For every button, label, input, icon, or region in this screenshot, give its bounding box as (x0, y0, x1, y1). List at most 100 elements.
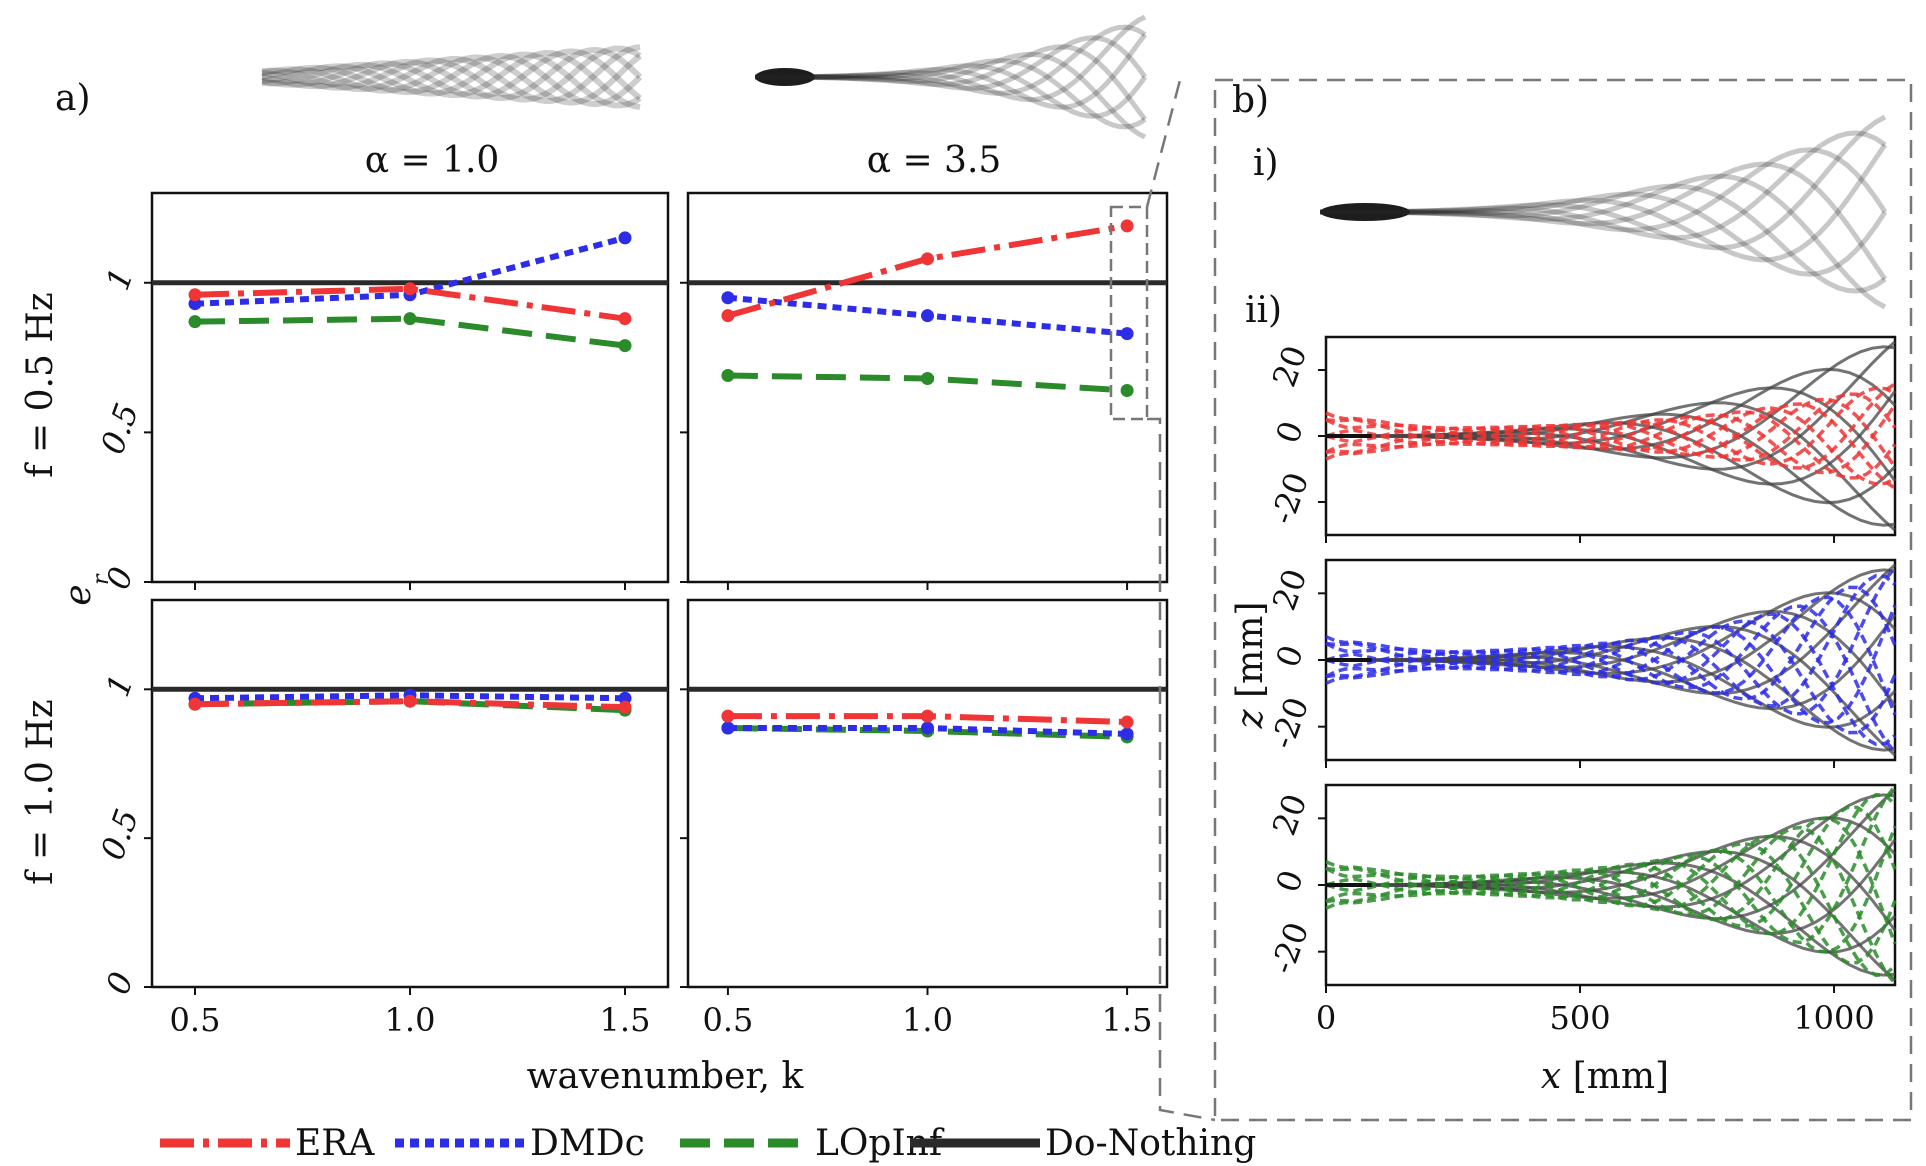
column-title-alpha-35: α = 3.5 (867, 140, 1002, 181)
midline-x-var: x (1541, 1056, 1561, 1097)
midline-y-var: z (1230, 708, 1271, 729)
fish-midline-trace (755, 24, 1147, 96)
point-lopinf (921, 372, 934, 386)
fish-midline-trace (1320, 191, 1888, 277)
zoom-connector-bottom (1147, 417, 1216, 1122)
fish-midline-trace (755, 44, 1147, 121)
fish-midline-trace (261, 52, 643, 108)
model-midline (1325, 406, 1896, 486)
fish-midline-trace (1320, 143, 1888, 263)
midline-y-label-text: z [mm] (1230, 602, 1271, 730)
y-tick-label: 0.5 (93, 398, 146, 459)
point-era (721, 709, 735, 723)
fish-midline-trace (755, 63, 1148, 119)
x-tick-label: 1.5 (600, 1001, 651, 1039)
model-midline (1325, 816, 1897, 945)
zoom-highlight-box (1109, 205, 1149, 421)
point-era (403, 694, 417, 708)
panel-label-b: b) (1232, 80, 1269, 121)
y-tick-label: 20 (1265, 789, 1315, 840)
fish-midline-trace (1320, 147, 1888, 233)
plot-f05-alpha-1: 00.51 (93, 191, 670, 594)
fish-midline-trace (755, 58, 1147, 130)
point-era (1120, 715, 1134, 729)
point-era (403, 282, 417, 296)
point-dmdc (721, 721, 735, 735)
panel-b-frame (1213, 78, 1913, 1122)
legend-label-dmdc: DMDc (530, 1123, 645, 1164)
model-midline (1325, 386, 1896, 466)
point-dmdc (1120, 727, 1134, 741)
fish-midline-trace (1320, 173, 1887, 310)
fish-midline-trace (755, 33, 1147, 110)
fish-illustration-alpha-35 (755, 14, 1148, 140)
model-midline (1325, 785, 1897, 945)
model-midline (1325, 619, 1897, 735)
legend-label-era: ERA (295, 1123, 375, 1164)
fish-midline-trace (1320, 183, 1887, 294)
y-axis-label-sub: r (89, 573, 114, 585)
model-midline (1325, 585, 1897, 701)
ground-truth-midline (1326, 345, 1896, 460)
ground-truth-midline (1326, 568, 1896, 684)
y-tick-label: -20 (1263, 917, 1316, 978)
x-tick-label: 0.5 (702, 1001, 753, 1039)
y-axis-label-main: e (58, 584, 99, 605)
midline-plot-era: -20 0 20 (1263, 335, 1897, 543)
point-dmdc (618, 231, 632, 245)
fish-midline-trace (1320, 114, 1887, 251)
x-tick-label: 0.5 (170, 1001, 221, 1039)
fish-midline-trace (261, 46, 643, 102)
series-era (194, 698, 626, 711)
fish-midline-trace (755, 14, 1147, 103)
point-dmdc (721, 291, 735, 305)
midline-y-unit: [mm] (1230, 602, 1271, 698)
y-tick-label: 20 (1265, 341, 1315, 392)
fish-illustration-alpha-1 (261, 44, 643, 110)
point-lopinf (1120, 383, 1134, 397)
midline-x-unit: [mm] (1573, 1056, 1669, 1097)
zoom-connector-top (1145, 79, 1182, 208)
x-axis-label: wavenumber, k (527, 1056, 805, 1097)
point-lopinf (618, 339, 632, 353)
plot-frame (150, 191, 670, 584)
plot-f10-alpha-35: 0.5 1.0 1.5 (680, 598, 1169, 1039)
fish-midline-trace (755, 51, 1147, 140)
fish-midline-trace (261, 45, 642, 103)
y-tick-label: 0 (98, 562, 141, 594)
y-axis-label: e r (58, 573, 114, 606)
point-lopinf (403, 312, 417, 326)
y-tick-label: 0 (1268, 640, 1311, 672)
midline-x-label: x [mm] (1541, 1056, 1669, 1097)
fish-head (1320, 203, 1410, 221)
legend-label-do-nothing: Do-Nothing (1045, 1123, 1256, 1164)
fish-midline-trace (261, 48, 642, 101)
model-midline (1325, 604, 1897, 754)
plot-frame (150, 598, 670, 989)
x-tick-label: 500 (1549, 999, 1610, 1037)
y-tick-label: 0 (1268, 865, 1311, 897)
point-dmdc (188, 297, 202, 311)
row-label-f10: f = 1.0 Hz (20, 699, 61, 884)
y-tick-label: 1 (98, 669, 141, 701)
x-tick-label: 1.5 (1102, 1001, 1153, 1039)
fish-midline-trace (755, 35, 1148, 91)
column-title-alpha-1: α = 1.0 (365, 140, 500, 181)
y-tick-label: 0 (1268, 416, 1311, 448)
model-midline (1325, 825, 1897, 954)
fish-head (755, 68, 815, 86)
model-midline (1325, 402, 1896, 490)
point-dmdc (921, 721, 934, 735)
model-midline (1325, 382, 1896, 470)
fish-midline-trace (261, 51, 642, 109)
point-era (1120, 219, 1134, 233)
point-era (618, 700, 632, 714)
point-era (721, 309, 735, 323)
fish-midline-trace (261, 53, 642, 106)
point-lopinf (721, 369, 735, 383)
point-dmdc (1120, 327, 1134, 341)
point-era (618, 312, 632, 326)
